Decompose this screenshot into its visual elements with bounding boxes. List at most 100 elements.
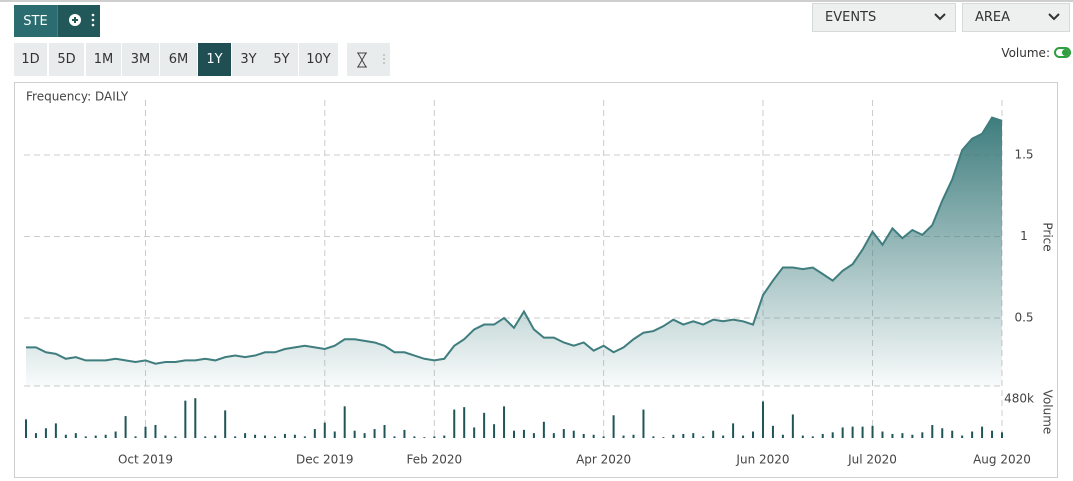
- volume-bar: [542, 421, 545, 438]
- volume-bar: [592, 434, 595, 438]
- volume-bar: [981, 426, 984, 438]
- y-tick-label: 0.5: [1014, 311, 1033, 325]
- volume-bar: [951, 430, 954, 438]
- volume-bar: [781, 434, 784, 438]
- volume-bar: [662, 437, 665, 438]
- range-button[interactable]: 1Y: [198, 43, 231, 76]
- volume-bar: [313, 429, 316, 438]
- volume-bar: [54, 423, 57, 438]
- volume-bar: [493, 424, 496, 438]
- volume-bar: [164, 435, 167, 438]
- toggle-track: [1054, 47, 1071, 58]
- volume-bar: [742, 435, 745, 438]
- volume-bar: [941, 428, 944, 438]
- volume-bar: [453, 409, 456, 438]
- volume-bar: [463, 407, 466, 438]
- range-button[interactable]: 1M: [86, 43, 121, 76]
- symbol-actions[interactable]: [57, 5, 100, 37]
- y-tick-label: 1.5: [1014, 148, 1033, 162]
- add-icon: [69, 13, 95, 27]
- range-button[interactable]: 3Y: [232, 43, 265, 76]
- volume-bar: [423, 437, 426, 438]
- x-tick-label: Jun 2020: [735, 453, 789, 467]
- volume-bar: [871, 425, 874, 438]
- volume-bar: [761, 401, 764, 438]
- axis-title: Price: [1041, 222, 1055, 251]
- volume-bar: [991, 430, 994, 438]
- range-button[interactable]: 5Y: [265, 43, 298, 76]
- volume-bar: [144, 426, 147, 438]
- volume-bar: [383, 425, 386, 438]
- x-tick-label: Aug 2020: [973, 453, 1031, 467]
- x-tick-label: Feb 2020: [407, 453, 463, 467]
- volume-bar: [811, 436, 814, 438]
- volume-bar: [861, 426, 864, 438]
- volume-bar: [632, 434, 635, 438]
- volume-bar: [911, 434, 914, 438]
- volume-bar: [552, 433, 555, 438]
- price-line: [26, 116, 1003, 365]
- volume-bar: [522, 429, 525, 438]
- volume-bar: [722, 435, 725, 438]
- top-border: [0, 0, 1073, 2]
- volume-bar: [134, 436, 137, 438]
- volume-bar: [622, 435, 625, 438]
- volume-bar: [254, 434, 257, 438]
- volume-bar: [752, 431, 755, 438]
- x-tick-label: Apr 2020: [576, 453, 631, 467]
- volume-bar: [363, 433, 366, 438]
- volume-bar: [443, 435, 446, 438]
- volume-bar: [154, 425, 157, 438]
- volume-bar: [303, 436, 306, 438]
- volume-bar: [612, 415, 615, 438]
- volume-bar: [702, 436, 705, 438]
- volume-bar: [214, 435, 217, 438]
- volume-bar: [582, 433, 585, 438]
- range-button[interactable]: 3M: [122, 43, 159, 76]
- volume-bar: [413, 436, 416, 438]
- volume-bar: [602, 436, 605, 438]
- toggle-knob: [1062, 49, 1069, 56]
- volume-bar: [64, 434, 67, 438]
- range-button[interactable]: 5D: [49, 43, 84, 76]
- volume-bar: [1001, 432, 1003, 438]
- x-tick-label: Oct 2019: [118, 453, 173, 467]
- volume-bar: [712, 430, 715, 438]
- hourglass-icon: [357, 52, 385, 68]
- volume-bar: [353, 430, 356, 438]
- volume-bar: [692, 433, 695, 438]
- volume-bar: [373, 429, 376, 438]
- volume-bar: [562, 429, 565, 438]
- volume-toggle-label: Volume:: [1001, 46, 1050, 60]
- events-dropdown[interactable]: EVENTS: [812, 3, 956, 32]
- volume-bar: [473, 427, 476, 438]
- symbol-button[interactable]: STE: [14, 5, 57, 37]
- volume-bar: [771, 425, 774, 438]
- volume-bar: [672, 434, 675, 438]
- style-label: AREA: [975, 10, 1011, 25]
- style-dropdown[interactable]: AREA: [962, 3, 1070, 32]
- range-button[interactable]: 10Y: [299, 43, 338, 76]
- volume-bar: [682, 433, 685, 438]
- custom-range[interactable]: [347, 43, 390, 76]
- volume-bar: [901, 433, 904, 438]
- volume-toggle[interactable]: [1054, 47, 1071, 58]
- volume-bar: [652, 436, 655, 438]
- y2-tick-label: 480k: [1004, 392, 1034, 406]
- volume-bar: [194, 398, 197, 438]
- range-button[interactable]: 6M: [160, 43, 197, 76]
- x-tick-label: Jul 2020: [847, 453, 897, 467]
- volume-bar: [94, 435, 97, 438]
- volume-bar: [74, 433, 77, 438]
- chart-frame: [14, 82, 1058, 478]
- volume-bar: [174, 436, 177, 438]
- volume-bar: [104, 434, 107, 438]
- volume-bar: [323, 422, 326, 438]
- volume-bar: [114, 431, 117, 438]
- volume-bar: [841, 427, 844, 438]
- range-button[interactable]: 1D: [14, 43, 47, 76]
- volume-bar: [244, 433, 247, 438]
- volume-bar: [393, 436, 396, 438]
- volume-bar: [343, 406, 346, 438]
